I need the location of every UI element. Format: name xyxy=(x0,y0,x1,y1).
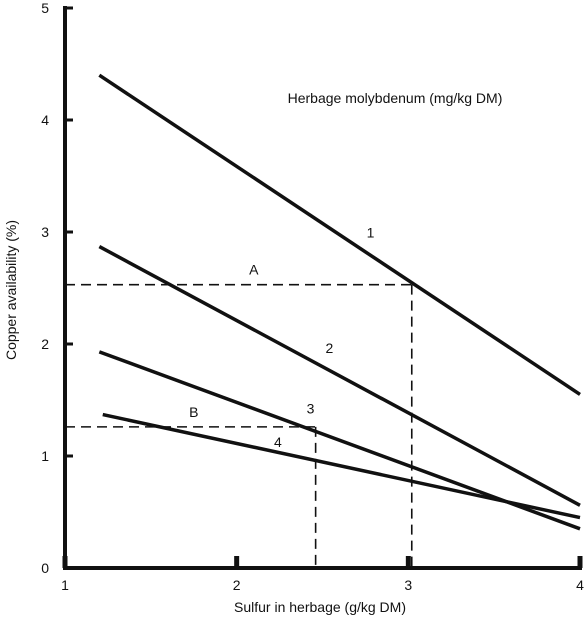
x-axis-label: Sulfur in herbage (g/kg DM) xyxy=(234,599,406,615)
reference-label-A: A xyxy=(249,262,259,278)
series-line-2 xyxy=(98,245,581,507)
series-label-3: 3 xyxy=(307,400,315,416)
series-line-4 xyxy=(102,412,581,520)
x-tick-label: 1 xyxy=(61,577,69,593)
series-lines: 1 2 3 4 xyxy=(98,73,581,531)
reference-lines: AB xyxy=(65,262,413,568)
y-tick-label: 1 xyxy=(41,448,49,464)
x-tick-label: 2 xyxy=(233,577,241,593)
y-tick-label: 5 xyxy=(41,0,49,16)
y-tick-label: 2 xyxy=(41,336,49,352)
y-tick-label: 3 xyxy=(41,224,49,240)
series-label-2: 2 xyxy=(325,340,333,356)
y-tick-label: 0 xyxy=(41,560,49,576)
molybdenum-annotation: Herbage molybdenum (mg/kg DM) xyxy=(288,90,503,106)
y-axis-label: Copper availability (%) xyxy=(3,220,19,360)
x-tick-label: 3 xyxy=(404,577,412,593)
x-tick-label: 4 xyxy=(576,577,584,593)
y-tick-label: 4 xyxy=(41,112,49,128)
series-label-4: 4 xyxy=(274,434,282,450)
series-label-1: 1 xyxy=(367,225,375,241)
reference-label-B: B xyxy=(189,404,198,420)
labels: Herbage molybdenum (mg/kg DM) Sulfur in … xyxy=(3,90,502,615)
series-line-1 xyxy=(98,73,581,396)
